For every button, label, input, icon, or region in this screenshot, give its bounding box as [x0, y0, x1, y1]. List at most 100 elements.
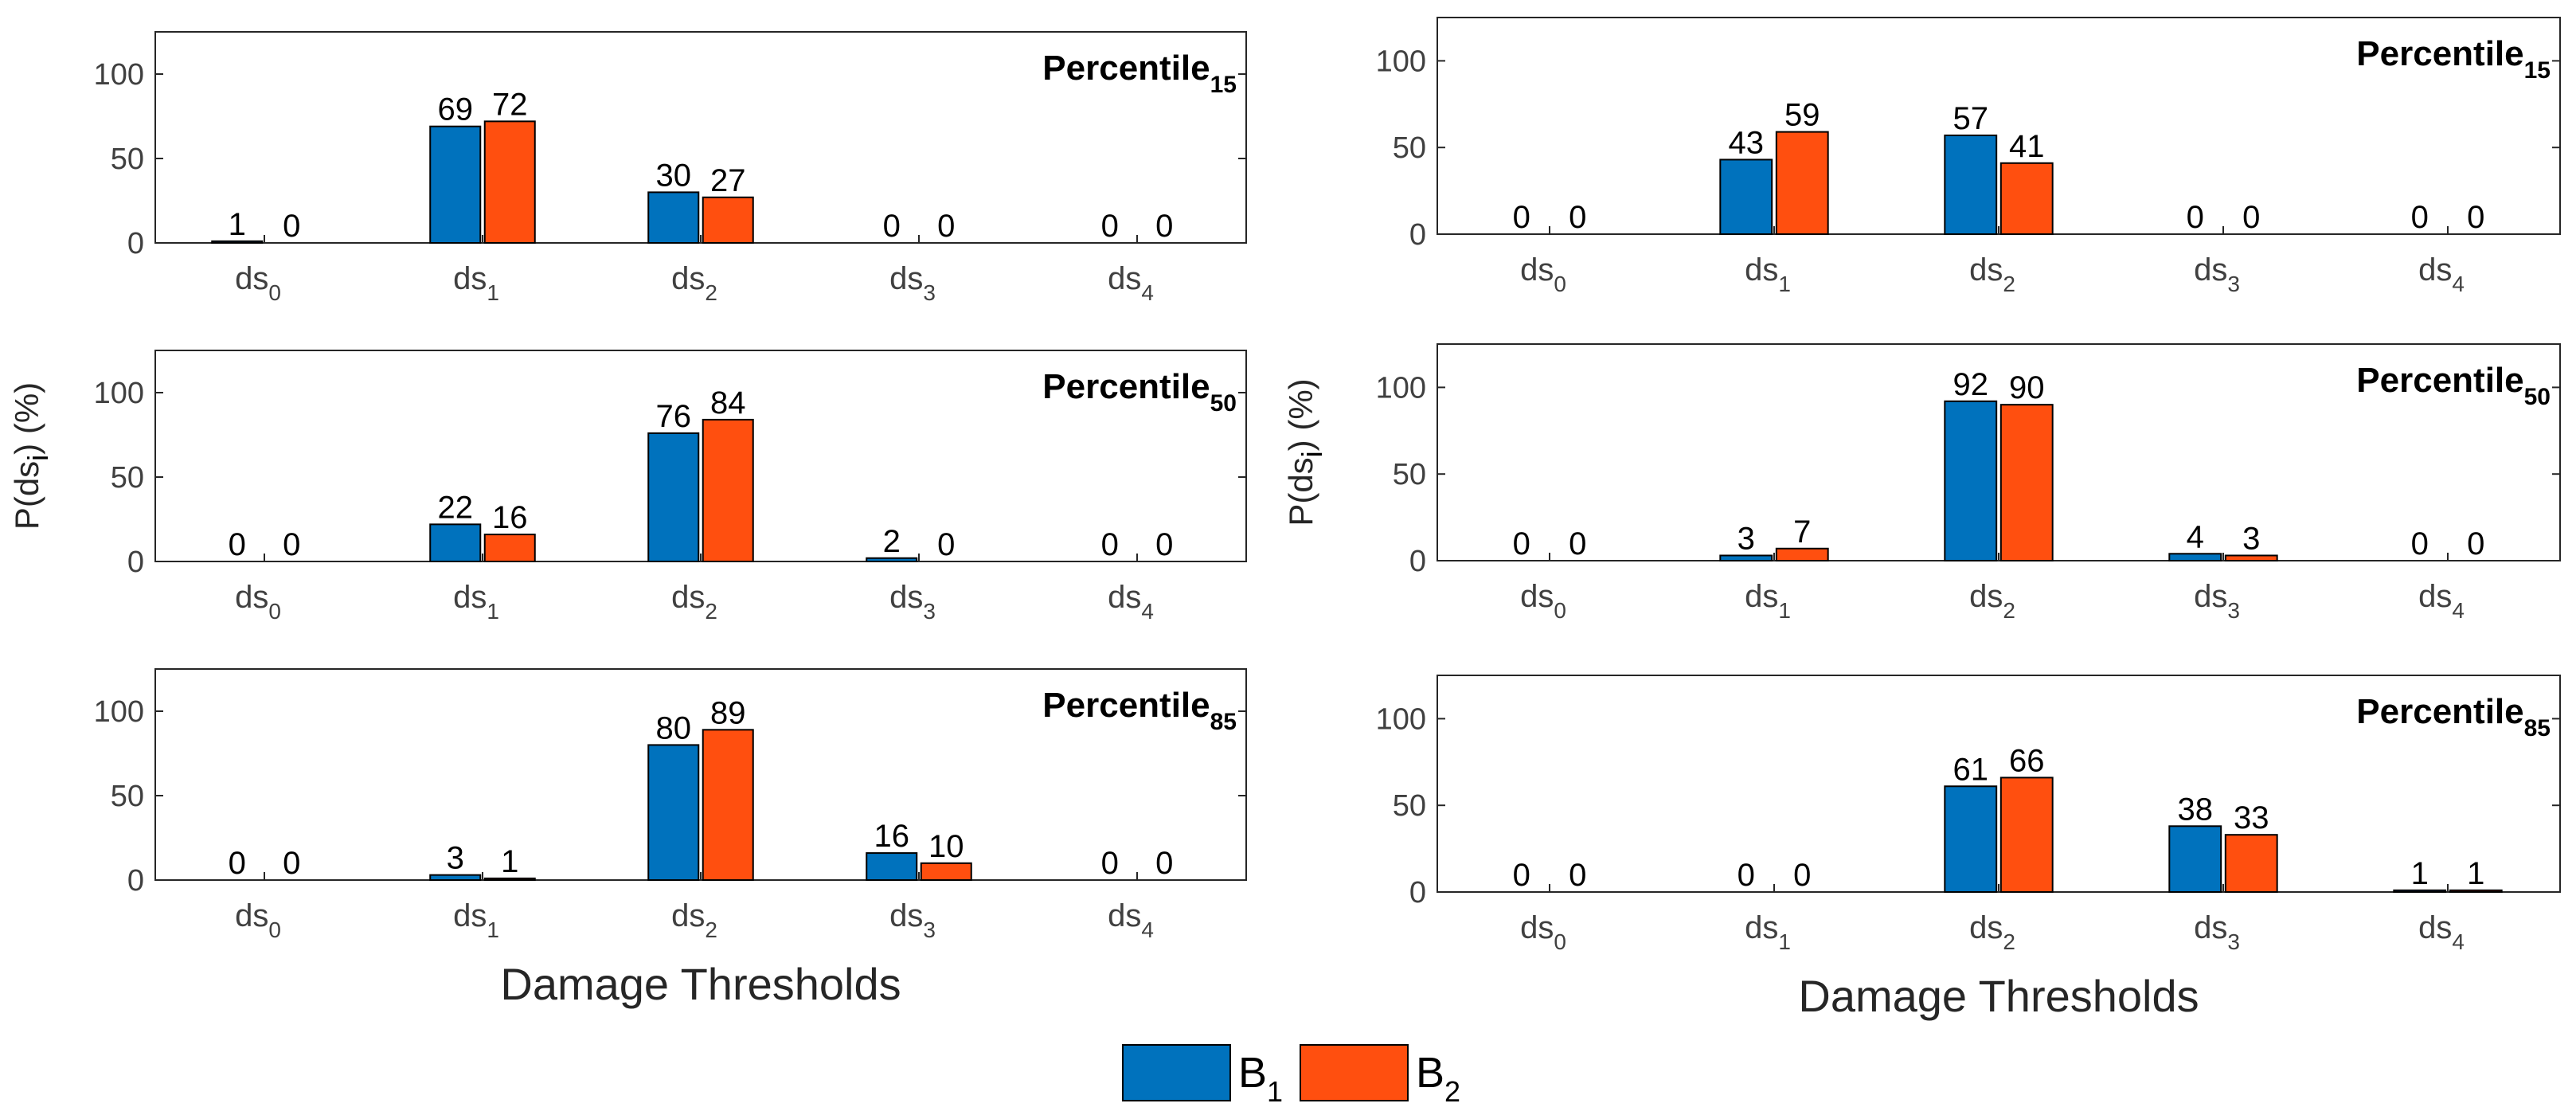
panel-title: Percentile85: [1042, 686, 1237, 735]
x-tick-label: ds4: [1108, 261, 1154, 305]
y-tick-label: 100: [94, 695, 144, 729]
y-tick-label: 100: [1376, 45, 1426, 78]
data-label: 0: [1155, 209, 1173, 244]
data-label: 0: [2467, 200, 2484, 235]
data-label: 0: [1513, 526, 1530, 561]
bar-b1-ds2: [1944, 134, 1998, 235]
bar-b2-ds1: [483, 120, 536, 244]
bar-b1-ds3: [2168, 553, 2222, 562]
x-tick-label: ds0: [235, 261, 281, 305]
x-tick-label: ds4: [1108, 580, 1154, 624]
legend-swatch-b2: [1300, 1044, 1409, 1101]
data-label: 66: [2009, 743, 2045, 778]
y-tick-label: 50: [111, 143, 144, 176]
data-label: 1: [2467, 856, 2484, 891]
data-label: 61: [1953, 752, 1989, 787]
data-label: 0: [1569, 858, 1586, 893]
bar-b2-ds1: [483, 534, 536, 563]
bar-b1-ds3: [2168, 825, 2222, 894]
y-tick-label: 100: [1376, 702, 1426, 736]
x-tick-label: ds4: [2418, 252, 2465, 296]
x-tick-label: ds4: [2418, 579, 2465, 623]
data-label: 90: [2009, 370, 2045, 405]
x-tick-label: ds4: [2418, 910, 2465, 954]
x-tick-label: ds4: [1108, 898, 1154, 942]
y-tick-label: 0: [1409, 218, 1426, 252]
data-label: 0: [2187, 200, 2204, 235]
data-label: 92: [1953, 367, 1989, 402]
panel-title: Percentile85: [2356, 692, 2551, 741]
x-tick-label: ds3: [2194, 579, 2240, 623]
bar-b2-ds3: [2224, 834, 2278, 894]
data-label: 38: [2178, 792, 2214, 827]
x-tick-label: ds1: [1745, 579, 1791, 623]
data-label: 0: [1569, 200, 1586, 235]
x-tick-label: ds1: [1745, 910, 1791, 954]
bar-b2-ds1: [1775, 131, 1829, 235]
data-label: 57: [1953, 101, 1989, 136]
data-label: 16: [492, 500, 528, 535]
y-tick-label: 0: [127, 546, 144, 579]
data-label: 76: [656, 399, 692, 434]
x-tick-label: ds0: [235, 898, 281, 942]
data-label: 59: [1784, 98, 1820, 133]
data-label: 30: [656, 158, 692, 193]
x-tick-label: ds3: [889, 898, 936, 942]
x-tick-label: ds1: [1745, 252, 1791, 296]
data-label: 0: [1793, 858, 1811, 893]
data-label: 0: [2242, 200, 2260, 235]
data-label: 0: [1513, 858, 1530, 893]
bar-b2-ds2: [702, 418, 754, 562]
bar-b1-ds1: [429, 874, 482, 882]
data-label: 22: [438, 490, 474, 525]
legend: B1 B2: [1122, 1044, 1460, 1108]
bar-b1-ds2: [647, 432, 700, 562]
x-tick-label: ds2: [671, 580, 717, 624]
data-label: 0: [283, 209, 300, 244]
data-label: 84: [710, 385, 746, 421]
bar-b1-ds1: [429, 125, 482, 244]
bar-b1-ds1: [1719, 554, 1773, 561]
x-axis-label: Damage Thresholds: [1798, 971, 2199, 1021]
data-label: 0: [1155, 527, 1173, 562]
data-label: 0: [2467, 526, 2484, 561]
x-tick-label: ds2: [1969, 579, 2015, 623]
y-axis-label: P(dsi) (%): [8, 382, 54, 530]
x-tick-label: ds2: [671, 261, 717, 305]
bar-b2-ds2: [1999, 162, 2054, 235]
panel-title: Percentile15: [1042, 49, 1237, 98]
data-label: 72: [492, 87, 528, 122]
y-tick-label: 100: [1376, 371, 1426, 405]
legend-swatch-b1: [1122, 1044, 1231, 1101]
x-tick-label: ds2: [1969, 910, 2015, 954]
x-tick-label: ds0: [1520, 252, 1566, 296]
y-axis-label: P(dsi) (%): [1282, 378, 1328, 526]
y-tick-label: 50: [1393, 131, 1426, 165]
data-label: 80: [656, 710, 692, 745]
data-label: 1: [229, 207, 246, 242]
x-tick-label: ds0: [1520, 910, 1566, 954]
y-tick-label: 0: [1409, 545, 1426, 578]
x-tick-label: ds0: [235, 580, 281, 624]
bar-b2-ds1: [483, 877, 536, 882]
bar-b1-ds0: [211, 240, 264, 245]
x-tick-label: ds2: [671, 898, 717, 942]
y-tick-label: 0: [127, 227, 144, 260]
x-tick-label: ds1: [453, 580, 499, 624]
x-tick-label: ds3: [889, 261, 936, 305]
data-label: 89: [710, 695, 746, 730]
data-label: 3: [447, 841, 464, 876]
x-tick-label: ds3: [889, 580, 936, 624]
legend-label-b2: B2: [1416, 1049, 1460, 1108]
bar-b2-ds1: [1775, 547, 1829, 562]
data-label: 0: [1513, 200, 1530, 235]
bar-b1-ds2: [1944, 400, 1998, 562]
panel-title: Percentile50: [2356, 361, 2551, 410]
data-label: 1: [501, 844, 518, 879]
data-label: 2: [883, 524, 901, 559]
